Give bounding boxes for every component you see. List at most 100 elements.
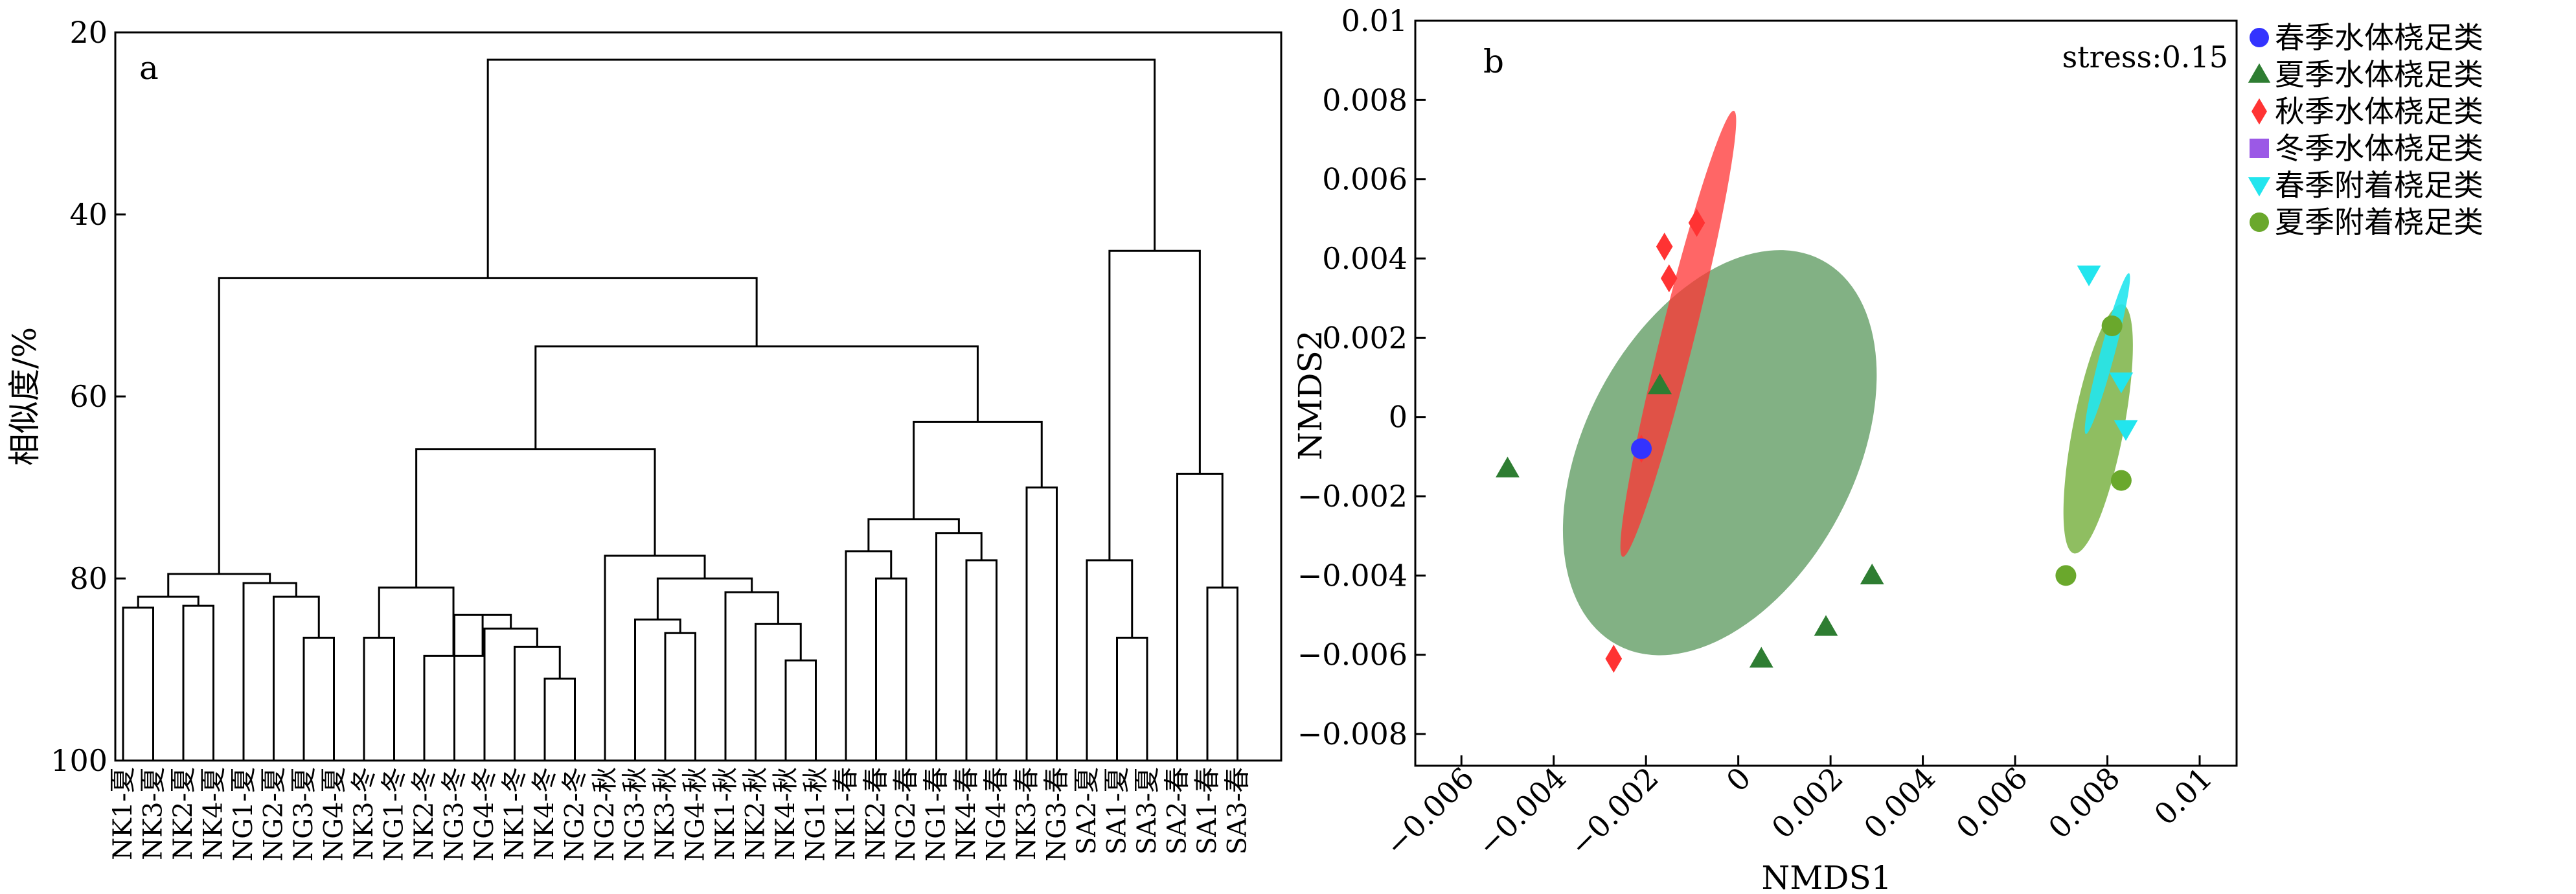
- dendrogram-link: [486, 58, 1156, 279]
- nmds-x-axis: −0.006−0.004−0.002 0 0.002 0.004 0.006 0.008 0…: [1378, 755, 2219, 864]
- dendrogram-link: [875, 577, 907, 761]
- data-point: [2114, 420, 2138, 441]
- legend-marker: [2248, 63, 2271, 83]
- data-point: [1656, 233, 1673, 261]
- dendrogram-link: [483, 627, 538, 761]
- dendrogram-leaf-labels: NK1-夏 NK3-夏 NK2-夏 NK4-夏 NG1-夏 NG2-夏 NG3-夏 NG4-夏…: [108, 767, 1253, 862]
- leaf-label: NK4-秋: [771, 767, 801, 860]
- data-point: [1814, 615, 1838, 636]
- dendrogram-link: [724, 591, 779, 761]
- dendrogram-y-axis: 20 40 60 80 100: [51, 15, 126, 778]
- leaf-label: NG1-秋: [801, 767, 831, 862]
- dendrogram-link: [1025, 487, 1058, 761]
- dendrogram-link: [1206, 586, 1238, 761]
- y-tick-label: 0.01: [1341, 3, 1408, 38]
- leaf-label: NK4-春: [952, 767, 981, 860]
- dendrogram-link: [543, 678, 576, 761]
- leaf-label: NK3-春: [1012, 767, 1042, 860]
- dendrogram-link: [867, 518, 960, 551]
- confidence-ellipses: [1562, 110, 2133, 656]
- dendrogram-link: [182, 604, 214, 761]
- leaf-label: NG4-春: [982, 767, 1012, 862]
- nmds-x-axis-title: NMDS1: [1761, 859, 1891, 894]
- leaf-label: NK2-秋: [741, 767, 771, 860]
- leaf-label: NG4-秋: [681, 767, 711, 862]
- leaf-label: NG2-秋: [590, 767, 620, 862]
- y-tick-label: 20: [69, 15, 108, 50]
- leaf-label: SA2-夏: [1072, 767, 1102, 854]
- y-tick-label: 0.004: [1322, 241, 1408, 276]
- x-tick-label: −0.006: [1378, 761, 1481, 864]
- nmds-plot-frame: [1414, 19, 2238, 767]
- leaf-label: NG2-春: [891, 767, 921, 862]
- legend-marker: [2250, 139, 2269, 158]
- leaf-label: NG4-夏: [319, 767, 349, 862]
- dendrogram-link: [122, 606, 154, 761]
- y-tick-label: −0.004: [1297, 558, 1408, 593]
- dendrogram-link: [302, 636, 335, 761]
- leaf-label: NG1-夏: [229, 767, 258, 862]
- data-point: [1688, 209, 1705, 237]
- dendrogram-link: [167, 573, 271, 597]
- nmds-y-axis-title: NMDS2: [1292, 330, 1329, 460]
- y-tick-label: −0.006: [1297, 637, 1408, 672]
- leaf-label: SA2-春: [1163, 767, 1192, 854]
- leaf-label: SA1-春: [1192, 767, 1222, 854]
- leaf-label: SA3-春: [1223, 767, 1253, 854]
- data-point: [1648, 373, 1672, 395]
- x-tick-label: 0.01: [2147, 761, 2219, 832]
- leaf-label: NG2-夏: [259, 767, 289, 862]
- legend: 春季水体桡足类夏季水体桡足类秋季水体桡足类冬季水体桡足类春季附着桡足类夏季附着桡…: [2248, 20, 2483, 240]
- y-tick-label: 40: [69, 197, 108, 232]
- data-point: [1749, 647, 1773, 668]
- leaf-label: NG1-冬: [380, 767, 409, 862]
- data-point: [2110, 470, 2132, 491]
- nmds-y-axis: −0.008 −0.006 −0.004 −0.002 0 0.002 0.004 0.006…: [1297, 3, 1426, 751]
- leaf-label: NG1-春: [922, 767, 952, 862]
- leaf-label: NK1-夏: [108, 767, 138, 860]
- dendrogram-link: [965, 559, 997, 761]
- dendrogram-link: [514, 645, 561, 761]
- legend-marker: [2251, 98, 2267, 125]
- dendrogram-link: [1108, 249, 1201, 560]
- dendrogram-link: [273, 595, 320, 761]
- leaf-label: NG3-夏: [289, 767, 319, 862]
- dendrogram-link: [656, 577, 753, 620]
- x-tick-label: 0.006: [1950, 761, 2035, 845]
- confidence-ellipse: [2063, 304, 2133, 554]
- data-point: [1605, 645, 1623, 673]
- data-point: [1496, 456, 1520, 477]
- nmds-panel: b stress:0.15 NMDS1 NMDS2 −0.006−0.004−0…: [1292, 3, 2238, 894]
- leaf-label: NK3-秋: [650, 767, 680, 860]
- x-tick-label: 0.002: [1765, 761, 1850, 845]
- leaf-label: NK4-夏: [199, 767, 229, 860]
- leaf-label: NG3-春: [1042, 767, 1072, 862]
- dendrogram-link: [218, 277, 758, 574]
- leaf-label: NK2-冬: [409, 767, 439, 860]
- dendrogram-link: [784, 659, 817, 761]
- leaf-label: NK2-夏: [168, 767, 198, 860]
- data-point: [1860, 563, 1884, 584]
- data-point: [2077, 265, 2101, 286]
- x-tick-label: 0.004: [1857, 761, 1942, 845]
- data-point: [2055, 565, 2077, 586]
- data-point: [1660, 264, 1678, 293]
- y-tick-label: −0.002: [1297, 479, 1408, 514]
- data-point: [2101, 315, 2123, 337]
- legend-label: 冬季水体桡足类: [2275, 131, 2483, 166]
- confidence-ellipse: [1562, 250, 1877, 656]
- confidence-ellipse: [2084, 273, 2130, 434]
- leaf-label: NK4-冬: [530, 767, 560, 860]
- leaf-label: NK1-秋: [711, 767, 740, 860]
- y-tick-label: 0.006: [1322, 162, 1408, 197]
- dendrogram-plot-frame: [114, 31, 1282, 762]
- y-tick-label: −0.008: [1297, 716, 1408, 751]
- dendrogram-link: [1176, 472, 1224, 761]
- dendrogram-panel: a 相似度/% 20 40 60 80 100 NK1-夏 NK3-夏 NK2-夏 NK4-夏…: [6, 15, 1282, 862]
- dendrogram-link: [1086, 559, 1134, 761]
- leaf-label: SA1-夏: [1102, 767, 1132, 854]
- dendrogram-link: [534, 345, 979, 450]
- legend-marker: [2250, 212, 2269, 232]
- data-point: [2109, 372, 2134, 394]
